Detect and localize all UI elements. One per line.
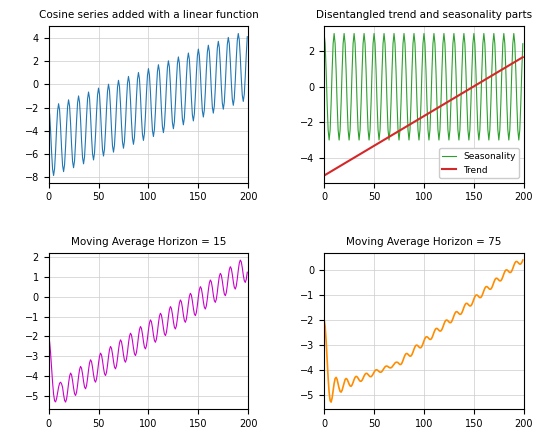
Title: Disentangled trend and seasonality parts: Disentangled trend and seasonality parts: [316, 10, 532, 20]
Trend: [358, 151, 365, 156]
Trend: [374, 141, 380, 147]
Trend: [503, 65, 509, 70]
Seasonality: [375, 127, 381, 132]
Legend: Seasonality, Trend: Seasonality, Trend: [439, 148, 519, 178]
Seasonality: [321, 31, 327, 36]
Line: Seasonality: Seasonality: [324, 33, 523, 140]
Trend: [510, 60, 516, 66]
Trend: [333, 166, 339, 171]
Seasonality: [334, 101, 340, 106]
Seasonality: [504, 101, 510, 106]
Line: Trend: Trend: [324, 57, 523, 176]
Seasonality: [330, 41, 336, 46]
Title: Moving Average Horizon = 15: Moving Average Horizon = 15: [71, 237, 226, 247]
Trend: [321, 173, 327, 178]
Seasonality: [519, 41, 526, 46]
Title: Cosine series added with a linear function: Cosine series added with a linear functi…: [38, 10, 258, 20]
Seasonality: [359, 68, 366, 73]
Trend: [329, 168, 335, 173]
Seasonality: [511, 31, 517, 36]
Trend: [519, 55, 526, 60]
Seasonality: [326, 137, 332, 143]
Title: Moving Average Horizon = 75: Moving Average Horizon = 75: [346, 237, 502, 247]
